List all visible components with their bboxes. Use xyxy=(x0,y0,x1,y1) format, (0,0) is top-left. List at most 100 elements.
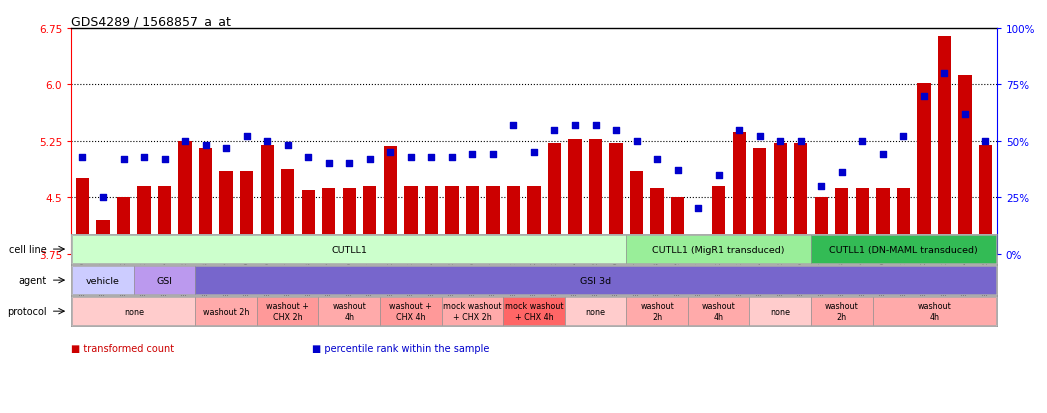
Bar xyxy=(917,84,931,254)
Text: mock washout
+ CHX 4h: mock washout + CHX 4h xyxy=(505,302,563,321)
Point xyxy=(505,122,521,129)
Bar xyxy=(811,235,996,264)
Point xyxy=(793,138,809,145)
Bar xyxy=(342,189,356,254)
Text: CUTLL1 (DN-MAML transduced): CUTLL1 (DN-MAML transduced) xyxy=(829,245,978,254)
Bar xyxy=(196,297,257,326)
Point xyxy=(299,154,316,161)
Point xyxy=(752,134,768,140)
Point xyxy=(895,134,912,140)
Text: ■ percentile rank within the sample: ■ percentile rank within the sample xyxy=(312,343,489,353)
Text: none: none xyxy=(585,307,605,316)
Bar xyxy=(72,297,196,326)
Bar xyxy=(671,198,685,254)
Bar xyxy=(855,189,869,254)
Point xyxy=(547,127,563,133)
Text: none: none xyxy=(124,307,143,316)
Point xyxy=(218,145,235,152)
Point xyxy=(669,167,686,174)
Bar xyxy=(72,235,626,264)
Bar xyxy=(363,187,377,254)
Bar xyxy=(609,144,623,254)
Bar xyxy=(528,187,540,254)
Bar xyxy=(466,187,480,254)
Bar xyxy=(322,189,335,254)
Point xyxy=(977,138,994,145)
Point xyxy=(607,127,624,133)
Bar xyxy=(691,249,705,254)
Bar xyxy=(178,142,192,254)
Point xyxy=(731,127,748,133)
Bar xyxy=(815,198,828,254)
Point xyxy=(280,142,296,149)
Point xyxy=(936,71,953,77)
Bar xyxy=(872,297,996,326)
Point xyxy=(402,154,419,161)
Point xyxy=(259,138,275,145)
Point xyxy=(587,122,604,129)
Bar xyxy=(876,189,890,254)
Bar xyxy=(302,190,315,254)
Bar xyxy=(96,220,110,254)
Bar xyxy=(811,297,872,326)
Bar xyxy=(836,189,848,254)
Text: washout
4h: washout 4h xyxy=(332,302,366,321)
Text: GDS4289 / 1568857_a_at: GDS4289 / 1568857_a_at xyxy=(71,15,231,28)
Text: washout +
CHX 4h: washout + CHX 4h xyxy=(389,302,432,321)
Bar xyxy=(383,147,397,254)
Point xyxy=(423,154,440,161)
Text: GSI: GSI xyxy=(157,276,173,285)
Point xyxy=(957,111,974,118)
Text: washout
2h: washout 2h xyxy=(825,302,859,321)
Text: washout +
CHX 2h: washout + CHX 2h xyxy=(266,302,309,321)
Point xyxy=(690,206,707,212)
Bar xyxy=(750,297,811,326)
Point xyxy=(341,161,358,167)
Bar xyxy=(733,133,745,254)
Bar xyxy=(72,266,134,295)
Bar xyxy=(507,187,520,254)
Text: washout
4h: washout 4h xyxy=(701,302,736,321)
Point xyxy=(854,138,871,145)
Bar xyxy=(626,235,811,264)
Bar xyxy=(445,187,459,254)
Point xyxy=(526,150,542,156)
Bar xyxy=(564,297,626,326)
Text: CUTLL1: CUTLL1 xyxy=(331,245,367,254)
Bar xyxy=(220,171,232,254)
Bar xyxy=(137,187,151,254)
Point xyxy=(566,122,583,129)
Text: washout 2h: washout 2h xyxy=(203,307,249,316)
Point xyxy=(382,150,399,156)
Point xyxy=(94,195,111,201)
Text: CUTLL1 (MigR1 transduced): CUTLL1 (MigR1 transduced) xyxy=(652,245,785,254)
Bar xyxy=(257,297,318,326)
Point xyxy=(485,152,502,158)
Bar xyxy=(688,297,750,326)
Bar xyxy=(117,198,130,254)
Bar xyxy=(486,187,499,254)
Point xyxy=(177,138,194,145)
Point xyxy=(361,156,378,163)
Bar xyxy=(712,187,726,254)
Bar xyxy=(199,149,213,254)
Bar xyxy=(281,169,294,254)
Point xyxy=(710,172,727,178)
Bar xyxy=(753,149,766,254)
Bar xyxy=(979,145,993,254)
Bar xyxy=(504,297,564,326)
Bar xyxy=(958,76,972,254)
Text: washout
4h: washout 4h xyxy=(917,302,951,321)
Point xyxy=(136,154,153,161)
Point xyxy=(239,134,255,140)
Point xyxy=(772,138,788,145)
Point xyxy=(115,156,132,163)
Point xyxy=(649,156,666,163)
Point xyxy=(874,152,891,158)
Text: washout
2h: washout 2h xyxy=(640,302,674,321)
Point xyxy=(833,170,850,176)
Point xyxy=(464,152,481,158)
Point xyxy=(320,161,337,167)
Point xyxy=(915,93,932,100)
Bar xyxy=(630,171,643,254)
